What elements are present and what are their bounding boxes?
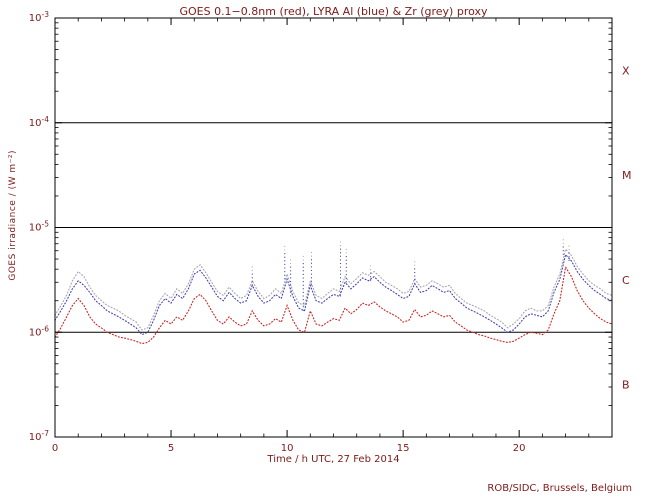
x-tick-label: 15 [397,443,410,454]
series-lyra_al_blue [54,253,613,336]
x-axis-label: Time / h UTC, 27 Feb 2014 [267,454,400,465]
x-tick-label: 0 [52,443,58,454]
x-tick-label: 20 [513,443,526,454]
y-tick-label: 10-4 [29,115,49,129]
x-tick-label: 5 [168,443,174,454]
chart-title: GOES 0.1−0.8nm (red), LYRA Al (blue) & Z… [179,5,488,18]
flare-class-label: B [622,379,630,392]
series-lyra_zr_grey [54,248,613,331]
series-goes_red [54,265,613,345]
y-tick-label: 10-7 [29,429,49,443]
x-tick-label: 10 [281,443,294,454]
flare-class-label: C [622,274,630,287]
y-tick-label: 10-5 [29,220,49,234]
y-tick-label: 10-3 [29,10,49,24]
flare-class-label: M [622,169,632,182]
y-tick-label: 10-6 [29,324,49,338]
plot-frame [54,17,613,438]
credit-text: ROB/SIDC, Brussels, Belgium [487,483,632,494]
flare-class-label: X [622,64,630,77]
